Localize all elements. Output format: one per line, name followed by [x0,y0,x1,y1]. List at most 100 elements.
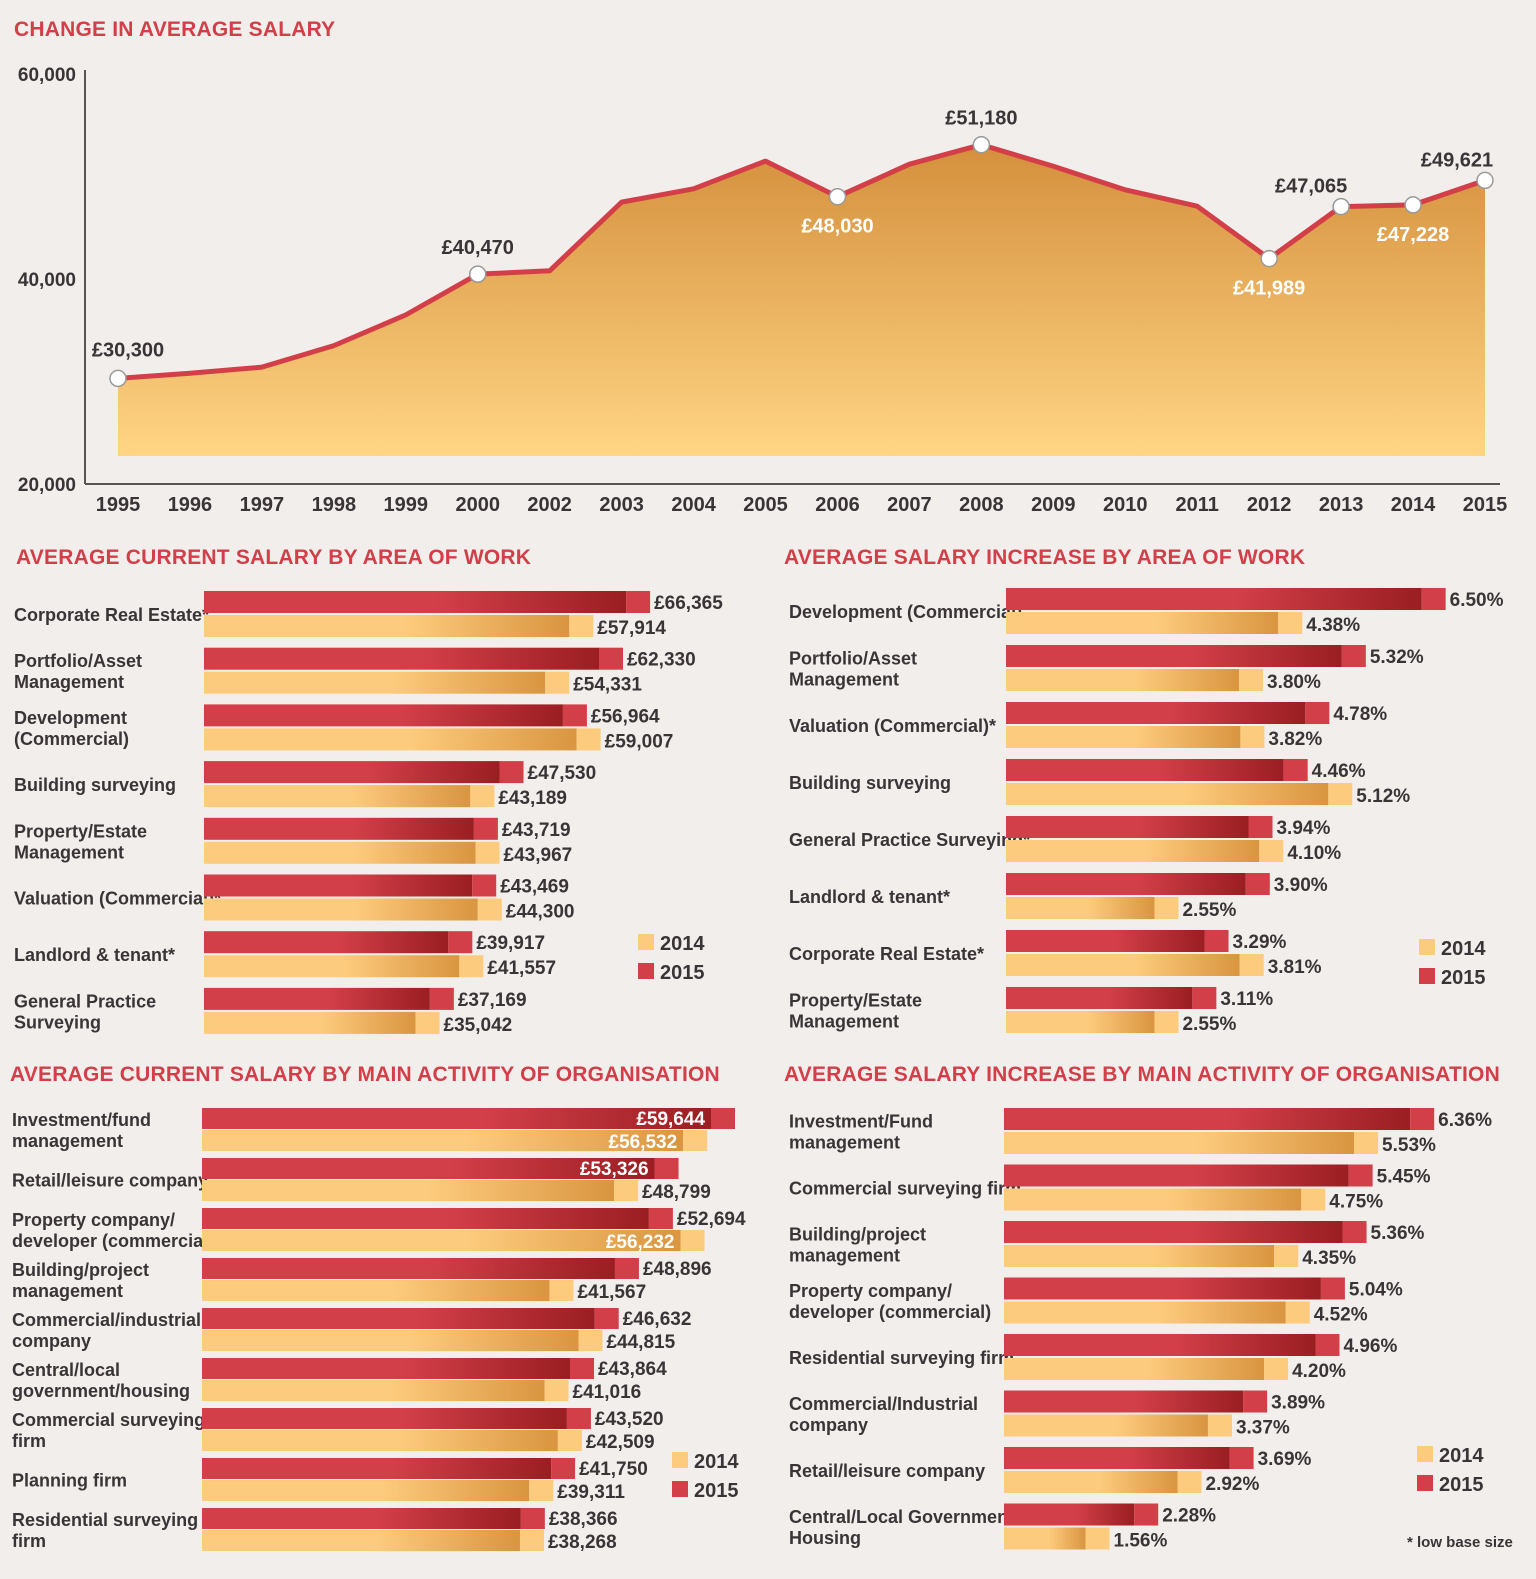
value-label-2014: 4.75% [1329,1192,1383,1213]
bar-2014 [1004,1527,1086,1550]
value-label-2014: £56,232 [606,1232,675,1253]
bar-2014 [204,671,546,694]
value-label-2015: 4.78% [1333,704,1387,725]
value-label-2015: 3.89% [1271,1393,1325,1414]
bar-2015-cap [598,647,623,670]
bar-2015 [1004,1503,1135,1526]
value-label-2014: 3.80% [1267,672,1321,693]
category-label: developer (commercial) [12,1231,214,1251]
value-label-2015: 5.32% [1370,647,1424,668]
bar-2015 [1004,1390,1244,1413]
category-label: Surveying [14,1012,101,1032]
x-tick-label: 2002 [527,494,572,516]
bar-2014-cap [1274,1245,1299,1267]
value-label-2014: 3.82% [1268,729,1322,750]
title-change-average-salary: CHANGE IN AVERAGE SALARY [14,18,336,41]
value-label-2014: 4.35% [1302,1248,1356,1269]
salary-line-chart: 20,000 40,000 60,000 1995 1996 1997 1998 1999 20… [18,65,1507,516]
bar-2015-cap [429,987,454,1010]
bar-2015-cap [472,874,497,897]
x-tick-label: 2010 [1103,494,1148,516]
title-salary-by-area: AVERAGE CURRENT SALARY BY AREA OF WORK [16,546,532,569]
value-label-2015: 3.90% [1274,875,1328,896]
value-label-2014: 3.37% [1236,1418,1290,1439]
category-label: Valuation (Commercial)* [789,716,996,736]
value-label-2014: 5.53% [1382,1135,1436,1156]
bar-2014 [204,955,460,978]
bar-2014 [1006,612,1279,634]
value-label-2014: £59,007 [605,731,674,752]
legend-label-2014: 2014 [1441,938,1486,960]
bar-2014-cap [1278,612,1303,634]
value-label-2014: 4.20% [1292,1361,1346,1382]
x-tick-label: 1995 [96,494,141,516]
bar-2015-cap [562,704,587,727]
category-label: government/housing [12,1381,190,1401]
category-label: management [12,1281,123,1301]
value-label-2015: £62,330 [627,650,696,671]
bar-2014-cap [1239,669,1264,691]
value-label-2014: £44,300 [506,902,575,923]
bar-2014-cap [1259,840,1284,862]
category-label: Residential surveying [12,1510,198,1530]
data-label: £30,300 [92,339,164,361]
data-point-marker [1332,197,1350,216]
bar-2014 [1006,840,1260,862]
category-label: management [789,1133,900,1153]
category-label: Portfolio/Asset [789,649,917,669]
category-label: Building/project [12,1260,149,1280]
legend-label-2015: 2015 [1439,1474,1484,1496]
value-label-2015: £38,366 [549,1509,618,1530]
bar-2014-cap [578,1330,603,1351]
value-label-2014: £57,914 [597,618,666,639]
y-tick-label: 60,000 [18,65,76,86]
data-point-marker [468,265,487,283]
value-label-2014: 3.81% [1268,957,1322,978]
bar-2015 [1006,987,1193,1009]
value-label-2015: £43,469 [500,877,569,898]
value-label-2014: £39,311 [557,1482,625,1503]
bar-2015 [1004,1277,1321,1300]
bar-2015-cap [1134,1503,1159,1526]
bar-2015 [202,1208,649,1229]
category-label: company [789,1415,868,1435]
x-tick-label: 2005 [743,494,788,516]
value-label-2014: £43,967 [504,845,573,866]
x-tick-label: 2007 [887,494,932,516]
bar-2015 [204,987,430,1010]
data-label: £49,621 [1421,149,1493,171]
value-label-2015: 5.45% [1377,1167,1431,1188]
category-label: Commercial/industrial [12,1310,201,1330]
category-label: firm [12,1431,46,1451]
value-label-2015: £53,326 [580,1159,649,1180]
category-label: Commercial/Industrial [789,1394,978,1414]
value-label-2014: 4.38% [1306,615,1360,636]
bar-2015-cap [1245,873,1270,895]
value-label-2014: £35,042 [444,1015,513,1036]
category-label: Residential surveying firm [789,1348,1014,1368]
bar-2015 [1006,930,1205,952]
bar-2014-cap [1085,1527,1110,1550]
bar-2014-cap [470,785,495,808]
value-label-2015: 3.94% [1276,818,1330,839]
category-label: Portfolio/Asset [14,651,142,671]
bar-2014-cap [544,1380,569,1401]
category-label: firm [12,1531,46,1551]
category-label: Building surveying [14,775,176,795]
bar-2014-cap [529,1480,554,1501]
y-tick-label: 20,000 [18,475,76,496]
bar-2014-cap [1328,783,1353,805]
bar-2015 [1006,759,1284,781]
bar-2014-cap [1177,1471,1202,1493]
bar-2014 [1006,783,1329,805]
bar-2015-cap [448,931,473,954]
bar-2014 [204,785,471,808]
legend-swatch-2015 [1417,1475,1433,1491]
bar-2015 [202,1258,615,1279]
value-label-2015: £37,169 [458,990,527,1011]
bar-2014 [1006,669,1240,691]
bar-2015-cap [1305,702,1330,724]
category-label: Investment/Fund [789,1112,933,1132]
data-label: £40,470 [442,237,514,259]
category-label: Valuation (Commercial)* [14,889,221,909]
